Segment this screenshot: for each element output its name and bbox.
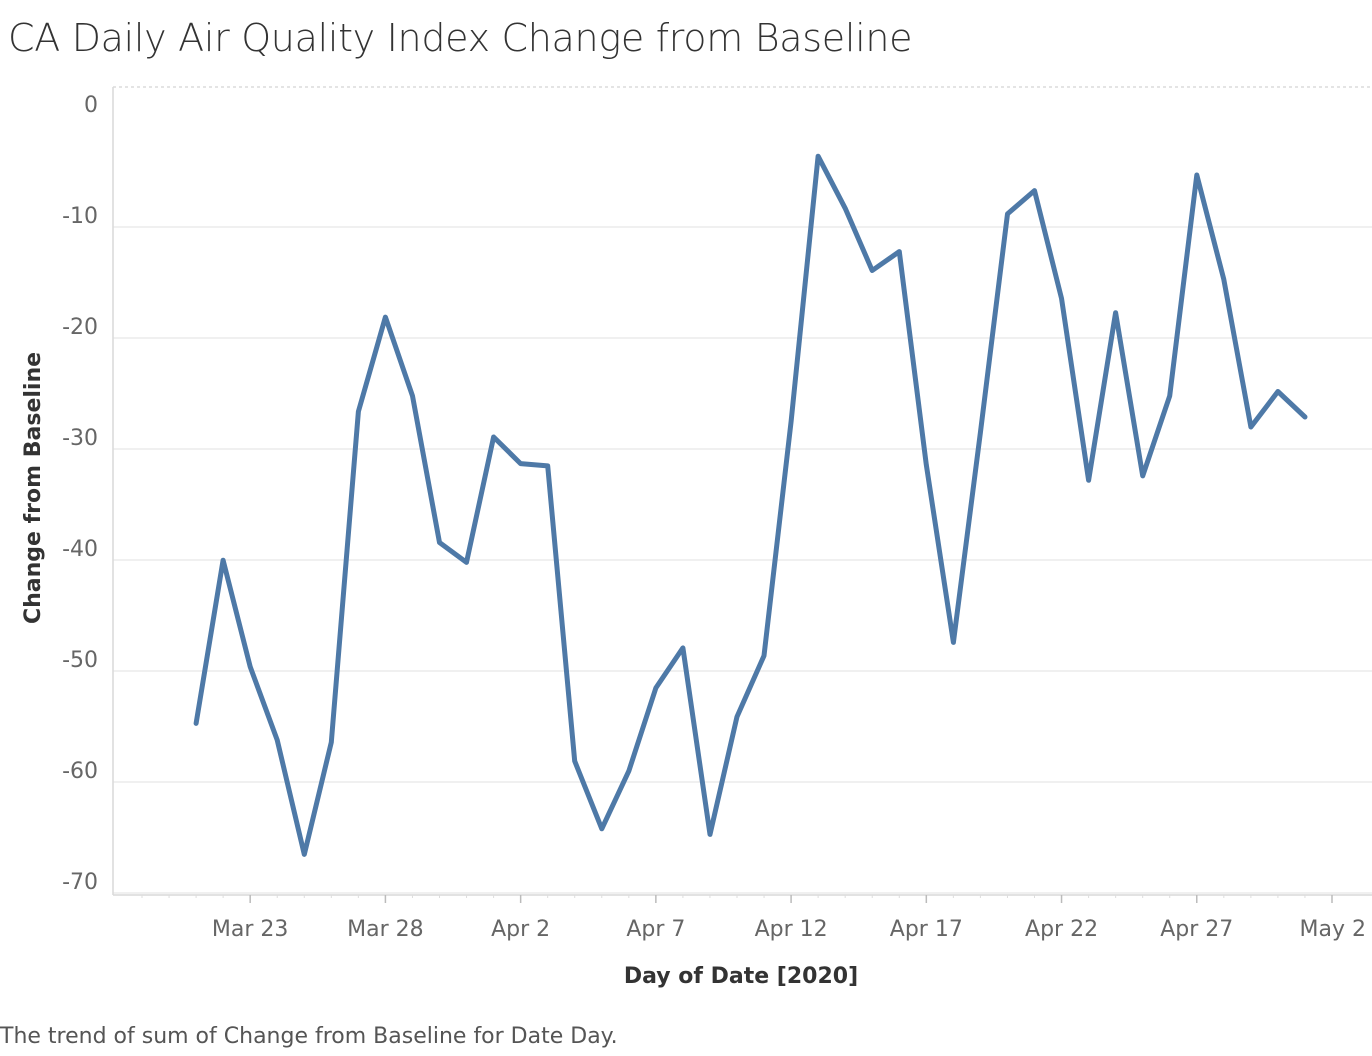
x-tick-label: Apr 7 — [626, 917, 685, 942]
x-tick-label: Apr 22 — [1025, 917, 1098, 942]
grid-lines — [113, 226, 1372, 894]
axes — [112, 86, 1372, 903]
y-tick-label: -30 — [62, 426, 98, 451]
y-tick-label: -70 — [62, 870, 98, 895]
data-series — [193, 153, 1308, 857]
y-tick-label: -10 — [62, 204, 98, 229]
x-tick-label: May 2 — [1300, 917, 1366, 942]
line-chart: 0 -10 -20 -30 -40 -50 -60 -70 Mar 23 Mar 28 Apr 2… — [21, 86, 1372, 989]
chart-caption: The trend of sum of Change from Baseline… — [0, 1024, 618, 1049]
x-tick-label: Apr 2 — [491, 917, 550, 942]
x-tick-label: Apr 12 — [755, 917, 828, 942]
chart-title: CA Daily Air Quality Index Change from B… — [8, 16, 913, 60]
y-tick-label: -60 — [62, 759, 98, 784]
x-tick-label: Apr 17 — [890, 917, 963, 942]
y-tick-label: -50 — [62, 648, 98, 673]
y-axis-title: Change from Baseline — [21, 352, 46, 624]
x-tick-label: Mar 23 — [212, 917, 289, 942]
y-tick-label: 0 — [84, 93, 98, 118]
y-axis-tick-labels: 0 -10 -20 -30 -40 -50 -60 -70 — [62, 93, 98, 895]
x-axis-title: Day of Date [2020] — [624, 964, 858, 989]
y-tick-label: -20 — [62, 315, 98, 340]
series-line — [193, 153, 1308, 857]
x-axis-tick-labels: Mar 23 Mar 28 Apr 2 Apr 7 Apr 12 Apr 17 Apr 22… — [212, 917, 1366, 942]
x-tick-label: Apr 27 — [1160, 917, 1233, 942]
x-tick-label: Mar 28 — [347, 917, 424, 942]
y-tick-label: -40 — [62, 537, 98, 562]
